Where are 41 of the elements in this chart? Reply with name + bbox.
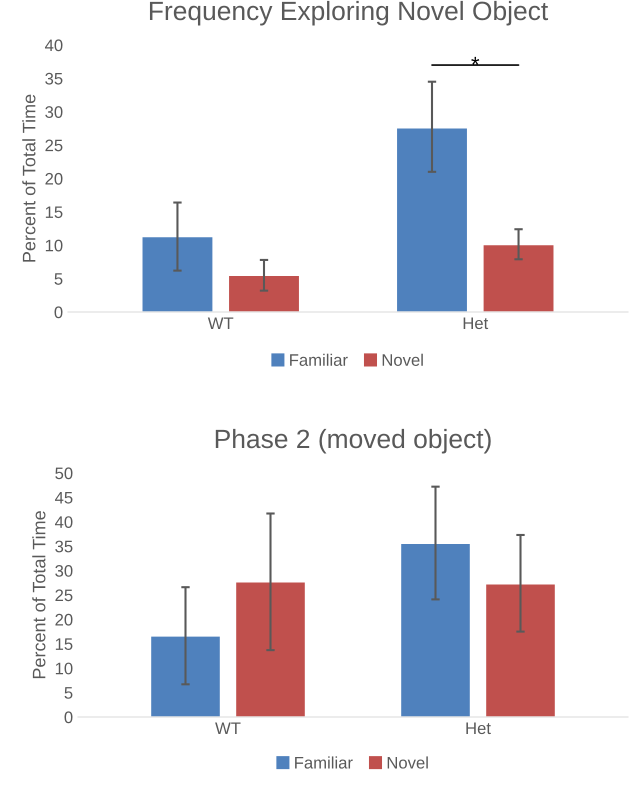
bar — [228, 274, 300, 312]
y-tick-label: 45 — [54, 492, 72, 504]
y-axis-title: Percent of Total Time — [32, 511, 46, 678]
y-tick-label: 30 — [45, 106, 62, 118]
bar — [400, 542, 472, 717]
y-tick-label: 0 — [64, 711, 72, 724]
y-tick-label: 25 — [55, 589, 72, 602]
chart-title: Frequency Exploring Novel Object — [150, 0, 548, 26]
y-tick-label: 15 — [46, 206, 62, 218]
bar — [482, 244, 555, 312]
y-tick-label: 20 — [45, 172, 62, 185]
bar — [141, 236, 214, 312]
y-tick-label: 20 — [55, 614, 72, 626]
legend-label: Familiar — [290, 354, 348, 366]
y-tick-label: 10 — [56, 662, 72, 674]
x-tick-label: Het — [464, 317, 488, 330]
bar — [396, 127, 468, 312]
annotation: * — [471, 56, 480, 65]
y-tick-label: 40 — [54, 516, 72, 528]
y-tick-label: 0 — [54, 306, 62, 318]
y-tick-label: 25 — [45, 140, 62, 152]
y-tick-label: 40 — [44, 39, 62, 52]
y-tick-label: 35 — [45, 72, 62, 85]
y-tick-label: 30 — [55, 565, 72, 577]
bar — [234, 581, 306, 717]
x-tick-label: WT — [215, 722, 241, 734]
y-tick-label: 5 — [64, 687, 72, 699]
y-tick-label: 10 — [46, 240, 62, 252]
y-tick-label: 15 — [56, 638, 72, 650]
y-tick-label: 5 — [54, 273, 62, 285]
bar — [484, 583, 556, 717]
y-tick-label: 35 — [55, 540, 72, 552]
legend-label: Novel — [382, 354, 423, 366]
x-tick-label: WT — [208, 317, 234, 329]
bar — [150, 635, 222, 717]
y-tick-label: 50 — [55, 467, 72, 480]
x-tick-label: Het — [466, 722, 491, 734]
chart-title: Phase 2 (moved object) — [216, 428, 491, 454]
legend-label: Novel — [388, 756, 428, 769]
y-axis-title: Percent of Total Time — [22, 94, 36, 262]
legend-label: Familiar — [295, 756, 353, 769]
